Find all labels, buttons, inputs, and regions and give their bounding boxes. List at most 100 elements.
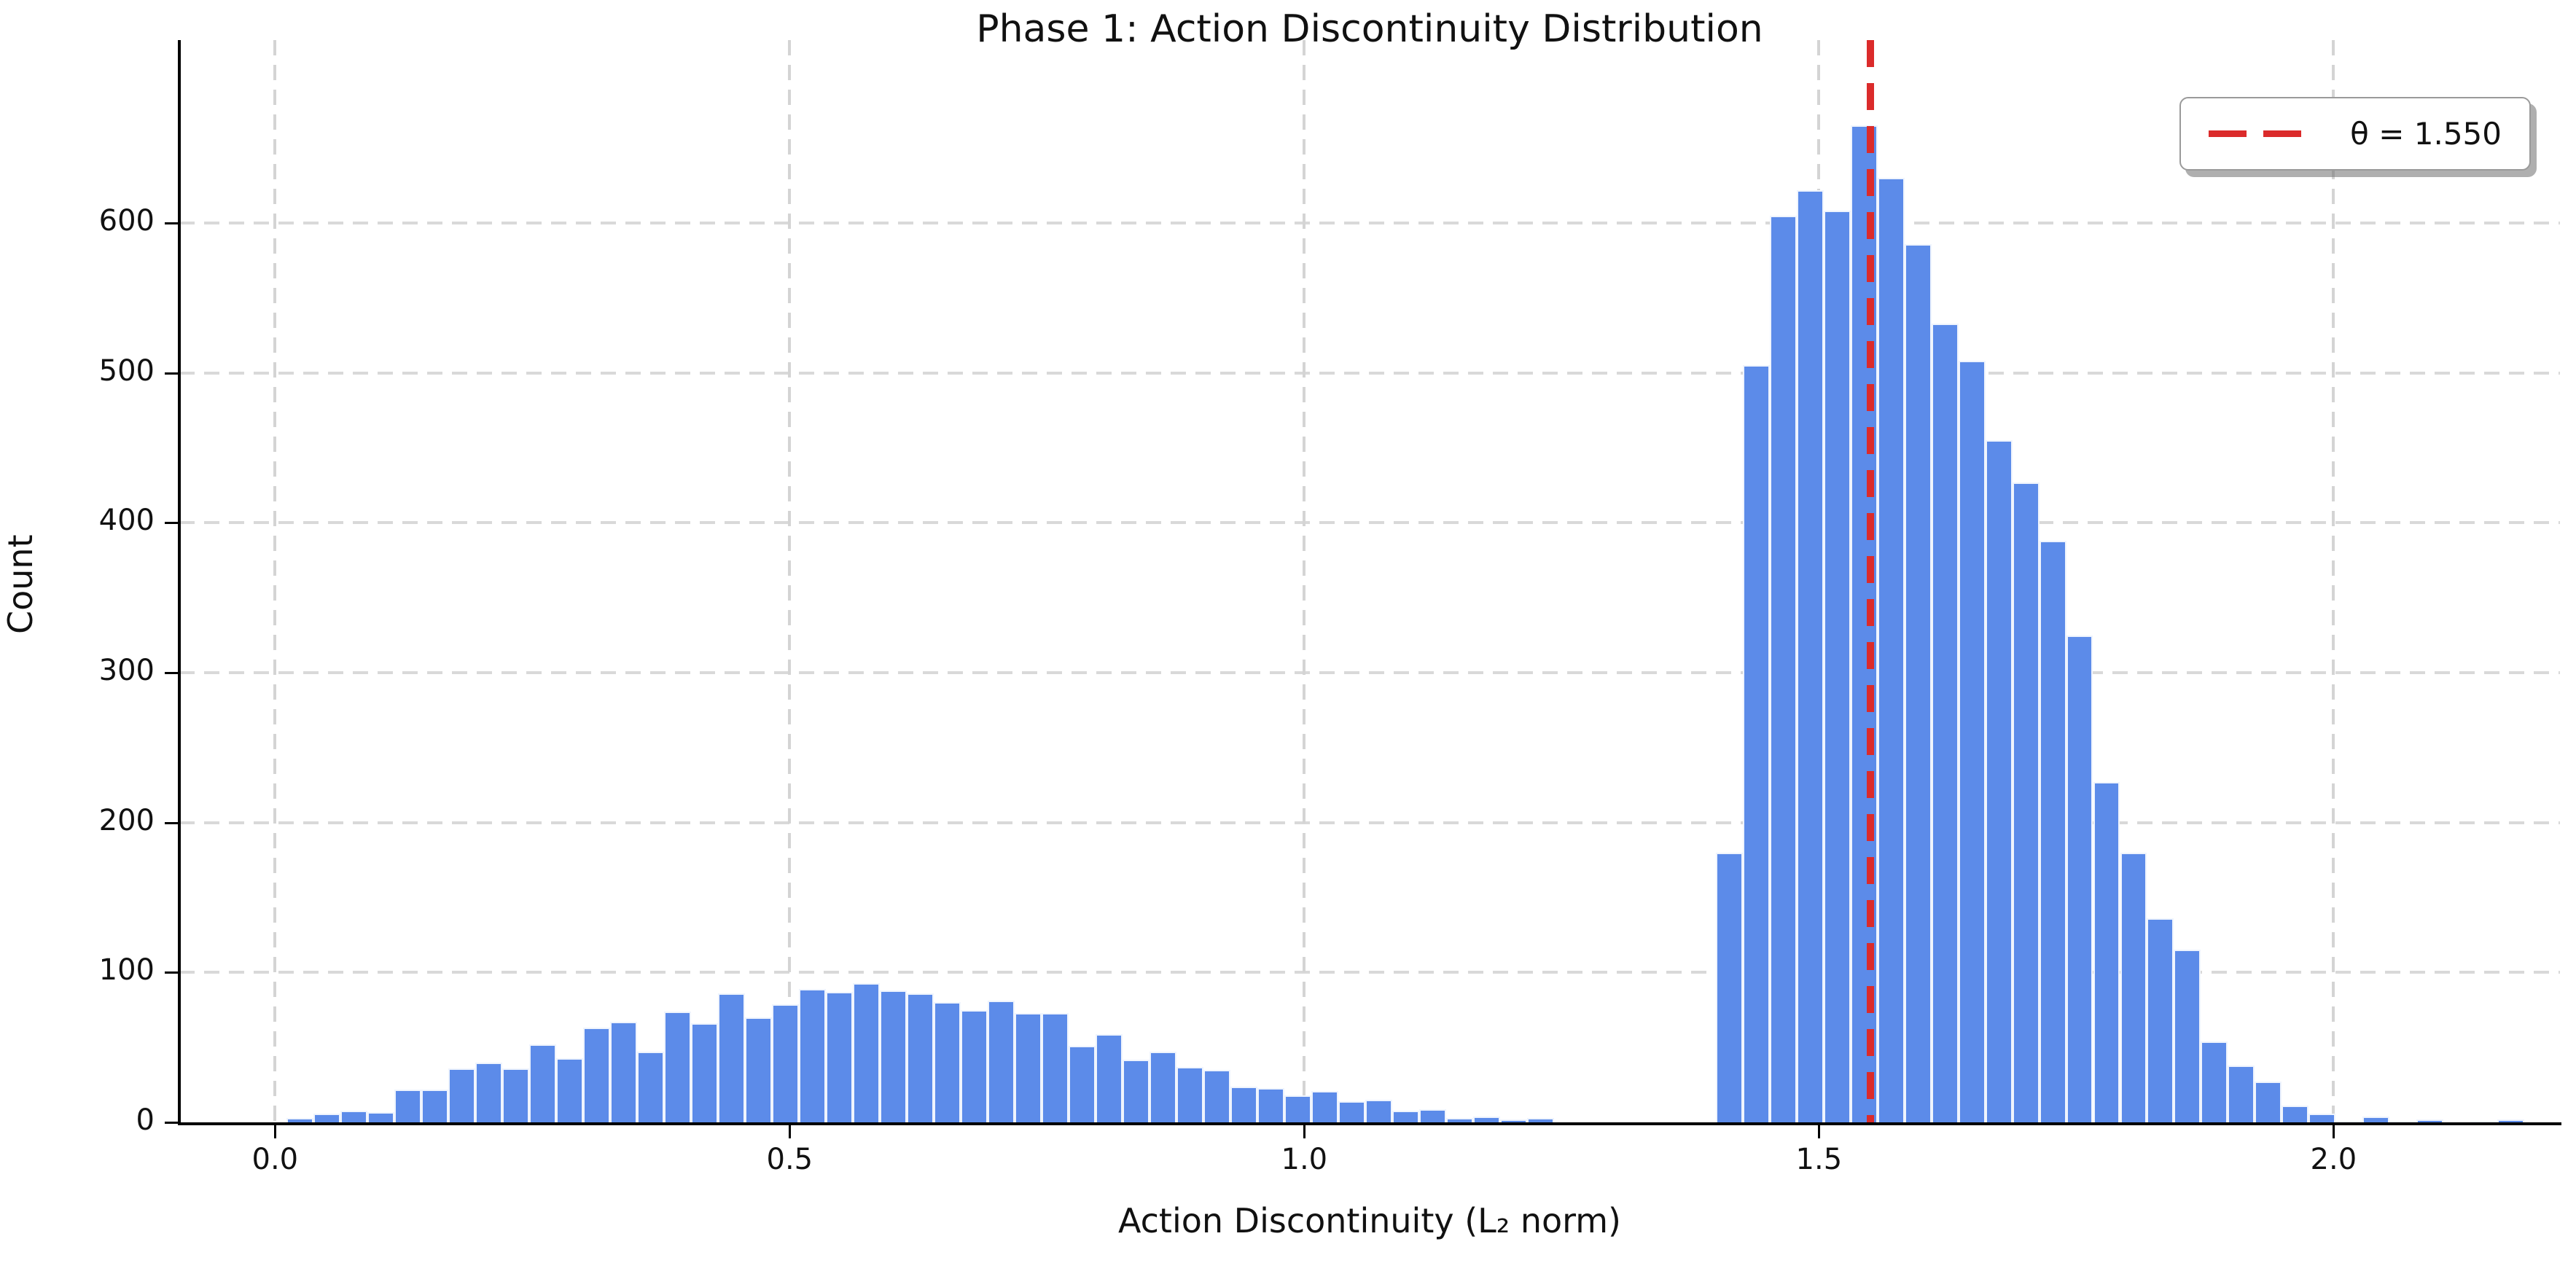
- y-tick-mark: [165, 1122, 178, 1124]
- x-tick-mark: [2333, 1125, 2335, 1138]
- x-axis-line: [178, 1122, 2561, 1125]
- histogram-bar: [2201, 1041, 2228, 1122]
- histogram-bar: [1392, 1110, 1419, 1122]
- histogram-bar: [1149, 1052, 1176, 1122]
- histogram-bar: [1311, 1090, 1338, 1122]
- histogram-bar: [1823, 211, 1851, 1122]
- x-tick-label: 1.5: [1795, 1143, 1843, 1176]
- chart-title: Phase 1: Action Discontinuity Distributi…: [976, 7, 1763, 51]
- histogram-bar: [2147, 918, 2174, 1122]
- histogram-bar: [313, 1113, 340, 1122]
- y-tick-mark: [165, 372, 178, 375]
- y-tick-label: 500: [98, 353, 155, 388]
- histogram-bar: [717, 993, 745, 1122]
- y-tick-mark: [165, 522, 178, 525]
- x-tick-mark: [789, 1125, 792, 1138]
- plot-area: θ = 1.550: [179, 40, 2560, 1122]
- y-tick-mark: [165, 971, 178, 974]
- y-tick-mark: [165, 821, 178, 824]
- histogram-bar: [1472, 1116, 1500, 1122]
- histogram-bar: [906, 993, 934, 1122]
- histogram-bar: [582, 1028, 610, 1122]
- histogram-bar: [852, 982, 880, 1122]
- x-gridline: [2332, 40, 2335, 1122]
- histogram-bar: [2039, 540, 2066, 1122]
- legend-label: θ = 1.550: [2350, 116, 2502, 152]
- histogram-bar: [2120, 852, 2147, 1122]
- y-tick-mark: [165, 222, 178, 224]
- histogram-bar: [1257, 1087, 1284, 1122]
- histogram-bar: [1338, 1101, 1365, 1122]
- histogram-bar: [825, 992, 853, 1122]
- histogram-bar: [555, 1057, 583, 1122]
- histogram-bar: [448, 1068, 475, 1122]
- histogram-bar: [475, 1062, 502, 1122]
- histogram-bar: [2066, 635, 2093, 1122]
- histogram-bar: [1985, 440, 2013, 1122]
- histogram-bar: [1176, 1066, 1203, 1122]
- histogram-bar: [1931, 323, 1959, 1122]
- histogram-bar: [1203, 1070, 1230, 1122]
- y-gridline: [179, 221, 2560, 224]
- legend-dashed-line-icon: [2209, 130, 2319, 137]
- histogram-bar: [340, 1110, 367, 1122]
- histogram-bar: [2470, 1120, 2498, 1122]
- histogram-bar: [1095, 1033, 1123, 1122]
- histogram-bar: [1068, 1046, 1096, 1122]
- y-tick-label: 200: [98, 803, 155, 837]
- histogram-bar: [879, 990, 907, 1122]
- histogram-bar: [933, 1002, 961, 1122]
- histogram-bar: [2308, 1113, 2336, 1122]
- histogram-bar: [609, 1022, 637, 1122]
- y-tick-label: 0: [136, 1103, 155, 1137]
- x-tick-mark: [1818, 1125, 1821, 1138]
- histogram-bar: [2255, 1082, 2282, 1122]
- histogram-bar: [2093, 782, 2120, 1122]
- x-gridline: [273, 40, 277, 1122]
- histogram-bar: [1122, 1059, 1150, 1122]
- histogram-bar: [2389, 1120, 2417, 1122]
- histogram-bar: [421, 1089, 448, 1122]
- y-gridline: [179, 670, 2560, 674]
- x-tick-label: 2.0: [2310, 1143, 2357, 1176]
- y-tick-label: 300: [98, 653, 155, 687]
- y-tick-label: 400: [98, 504, 155, 538]
- y-tick-label: 100: [98, 953, 155, 988]
- x-tick-mark: [1303, 1125, 1306, 1138]
- histogram-bar: [1445, 1117, 1473, 1122]
- histogram-bar: [2416, 1119, 2444, 1122]
- histogram-bar: [2362, 1116, 2390, 1122]
- histogram-bar: [1877, 178, 1905, 1122]
- histogram-bar: [987, 1001, 1015, 1122]
- x-tick-label: 0.0: [251, 1143, 299, 1176]
- histogram-bar: [528, 1044, 556, 1122]
- histogram-bar: [1904, 243, 1932, 1122]
- y-axis-label: Count: [1, 534, 40, 634]
- x-gridline: [1303, 40, 1306, 1122]
- histogram-bar: [960, 1009, 988, 1122]
- histogram-bar: [1230, 1086, 1257, 1122]
- histogram-bar: [690, 1023, 718, 1122]
- histogram-bar: [1526, 1117, 1554, 1122]
- histogram-bar: [2497, 1119, 2525, 1122]
- histogram-bar: [1715, 852, 1743, 1122]
- histogram-bar: [1041, 1012, 1069, 1122]
- y-tick-label: 600: [98, 203, 155, 238]
- x-tick-label: 1.0: [1281, 1143, 1328, 1176]
- y-gridline: [179, 821, 2560, 824]
- x-tick-label: 0.5: [766, 1143, 813, 1176]
- histogram-bar: [1418, 1108, 1446, 1122]
- histogram-bar: [394, 1089, 421, 1122]
- histogram-bar: [1742, 365, 1770, 1122]
- histogram-bar: [367, 1111, 394, 1122]
- histogram-bar: [1284, 1095, 1311, 1122]
- histogram-bar: [286, 1117, 313, 1122]
- y-gridline: [179, 521, 2560, 525]
- y-gridline: [179, 371, 2560, 375]
- histogram-bar: [1769, 215, 1797, 1122]
- histogram-bar: [798, 988, 826, 1122]
- histogram-bar: [2335, 1120, 2363, 1122]
- x-tick-mark: [274, 1125, 277, 1138]
- histogram-bar: [2174, 950, 2201, 1122]
